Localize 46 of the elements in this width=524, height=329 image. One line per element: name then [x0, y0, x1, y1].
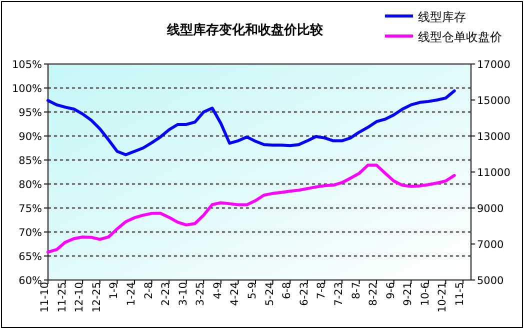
y2-tick-label: 11000 [477, 167, 510, 179]
y-tick-label: 80% [18, 179, 42, 191]
x-tick-label: 4-24 [229, 282, 242, 306]
x-tick-label: 3-10 [177, 282, 190, 306]
x-tick-label: 6-8 [281, 282, 294, 300]
y-tick-label: 105% [12, 59, 42, 71]
x-tick-label: 6-23 [298, 282, 310, 306]
y-tick-label: 75% [18, 203, 42, 215]
y-tick-label: 95% [18, 107, 42, 119]
y-tick-label: 70% [18, 227, 42, 239]
x-tick-label: 1-9 [108, 282, 120, 300]
y2-tick-label: 9000 [477, 203, 504, 215]
y-tick-label: 100% [12, 83, 42, 95]
x-tick-label: 12-25 [90, 282, 103, 313]
chart-title: 线型库存变化和收盘价比较 [166, 22, 324, 38]
x-tick-label: 5-24 [264, 282, 276, 306]
y2-tick-label: 15000 [477, 95, 510, 107]
x-tick-label: 8-22 [368, 282, 380, 306]
x-tick-label: 10-6 [419, 282, 432, 306]
x-tick-label: 4-9 [212, 282, 224, 300]
x-tick-label: 12-10 [74, 282, 86, 313]
y-tick-label: 90% [18, 131, 42, 143]
x-tick-label: 11-25 [56, 282, 68, 313]
x-tick-label: 8-7 [350, 282, 362, 300]
line-series [46, 164, 456, 254]
y-tick-label: 85% [18, 155, 42, 167]
x-tick-label: 9-6 [384, 282, 397, 300]
x-tick-label: 10-21 [436, 282, 449, 313]
x-tick-label: 7-23 [332, 282, 345, 306]
x-tick-label: 5-9 [246, 282, 258, 300]
x-tick-label: 7-8 [316, 282, 328, 300]
y2-tick-label: 13000 [477, 131, 510, 143]
y-tick-label: 65% [18, 251, 42, 263]
x-tick-label: 3-25 [194, 282, 207, 306]
y2-tick-label: 7000 [477, 239, 504, 251]
x-tick-label: 2-8 [142, 282, 155, 300]
y2-tick-label: 17000 [477, 59, 510, 71]
x-tick-label: 11-5 [454, 282, 466, 306]
legend-label: 线型库存 [418, 10, 466, 24]
x-tick-label: 2-23 [160, 282, 172, 306]
x-tick-label: 11-10 [39, 282, 51, 313]
legend-label: 线型仓单收盘价 [418, 30, 502, 44]
line-series [46, 89, 456, 156]
y2-tick-label: 5000 [477, 275, 504, 287]
x-tick-label: 9-21 [402, 282, 414, 306]
x-tick-label: 1-24 [125, 282, 138, 306]
